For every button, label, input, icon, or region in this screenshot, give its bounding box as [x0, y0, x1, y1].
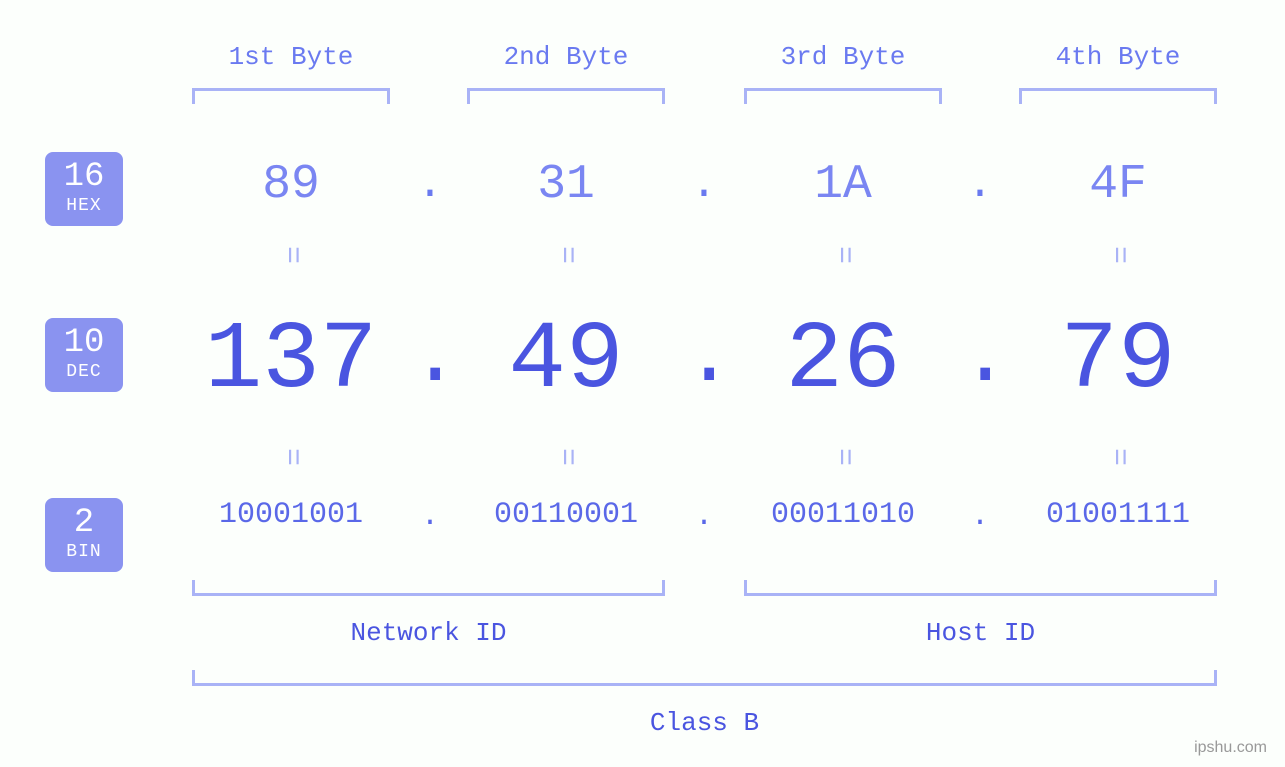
- network-id-label: Network ID: [192, 618, 665, 648]
- badge-lbl: DEC: [45, 362, 123, 382]
- separator-dot: .: [684, 311, 724, 406]
- bin-value: 10001001: [151, 498, 431, 532]
- separator-dot: .: [410, 311, 450, 406]
- hex-value: 1A: [703, 158, 983, 212]
- equals-icon: =: [826, 235, 860, 275]
- byte-header: 4th Byte: [998, 42, 1238, 72]
- separator-dot: .: [410, 160, 450, 210]
- host-id-label: Host ID: [744, 618, 1217, 648]
- bin-value: 01001111: [978, 498, 1258, 532]
- hex-value: 4F: [978, 158, 1258, 212]
- byte-bracket-top: [744, 88, 942, 104]
- base-badge: 16HEX: [45, 152, 123, 226]
- badge-lbl: HEX: [45, 196, 123, 216]
- bin-value: 00011010: [703, 498, 983, 532]
- byte-bracket-top: [1019, 88, 1217, 104]
- dec-value: 137: [151, 306, 431, 415]
- watermark: ipshu.com: [1194, 739, 1267, 757]
- byte-header: 2nd Byte: [446, 42, 686, 72]
- byte-header: 1st Byte: [171, 42, 411, 72]
- equals-icon: =: [549, 437, 583, 477]
- hex-value: 31: [426, 158, 706, 212]
- dec-value: 79: [978, 306, 1258, 415]
- equals-icon: =: [549, 235, 583, 275]
- byte-bracket-top: [467, 88, 665, 104]
- badge-num: 2: [45, 506, 123, 540]
- class-bracket: [192, 670, 1217, 686]
- base-badge: 2BIN: [45, 498, 123, 572]
- equals-icon: =: [274, 235, 308, 275]
- separator-dot: .: [960, 311, 1000, 406]
- dec-value: 49: [426, 306, 706, 415]
- equals-icon: =: [1101, 437, 1135, 477]
- separator-dot: .: [960, 500, 1000, 534]
- separator-dot: .: [684, 500, 724, 534]
- hex-value: 89: [151, 158, 431, 212]
- bin-value: 00110001: [426, 498, 706, 532]
- badge-num: 16: [45, 160, 123, 194]
- separator-dot: .: [410, 500, 450, 534]
- host-bracket: [744, 580, 1217, 596]
- dec-value: 26: [703, 306, 983, 415]
- badge-lbl: BIN: [45, 542, 123, 562]
- byte-bracket-top: [192, 88, 390, 104]
- separator-dot: .: [684, 160, 724, 210]
- separator-dot: .: [960, 160, 1000, 210]
- base-badge: 10DEC: [45, 318, 123, 392]
- class-label: Class B: [192, 708, 1217, 738]
- network-bracket: [192, 580, 665, 596]
- equals-icon: =: [826, 437, 860, 477]
- badge-num: 10: [45, 326, 123, 360]
- byte-header: 3rd Byte: [723, 42, 963, 72]
- equals-icon: =: [1101, 235, 1135, 275]
- equals-icon: =: [274, 437, 308, 477]
